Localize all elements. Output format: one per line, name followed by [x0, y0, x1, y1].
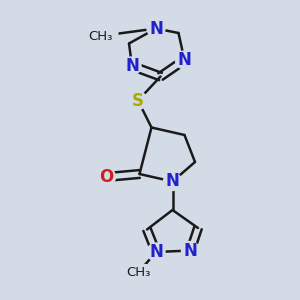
Text: S: S	[132, 92, 144, 110]
FancyBboxPatch shape	[120, 264, 156, 282]
Text: CH₃: CH₃	[126, 266, 150, 280]
Circle shape	[147, 243, 165, 261]
Text: O: O	[99, 168, 114, 186]
Circle shape	[164, 172, 181, 190]
Circle shape	[176, 51, 194, 69]
Circle shape	[147, 20, 165, 38]
FancyBboxPatch shape	[82, 27, 118, 45]
Text: N: N	[149, 243, 163, 261]
Text: CH₃: CH₃	[88, 29, 113, 43]
Circle shape	[123, 57, 141, 75]
Text: N: N	[178, 51, 191, 69]
Text: N: N	[149, 20, 163, 38]
Circle shape	[129, 92, 147, 110]
Text: N: N	[166, 172, 179, 190]
Circle shape	[98, 168, 116, 186]
Text: N: N	[125, 57, 139, 75]
Text: N: N	[184, 242, 197, 260]
Circle shape	[182, 242, 200, 260]
